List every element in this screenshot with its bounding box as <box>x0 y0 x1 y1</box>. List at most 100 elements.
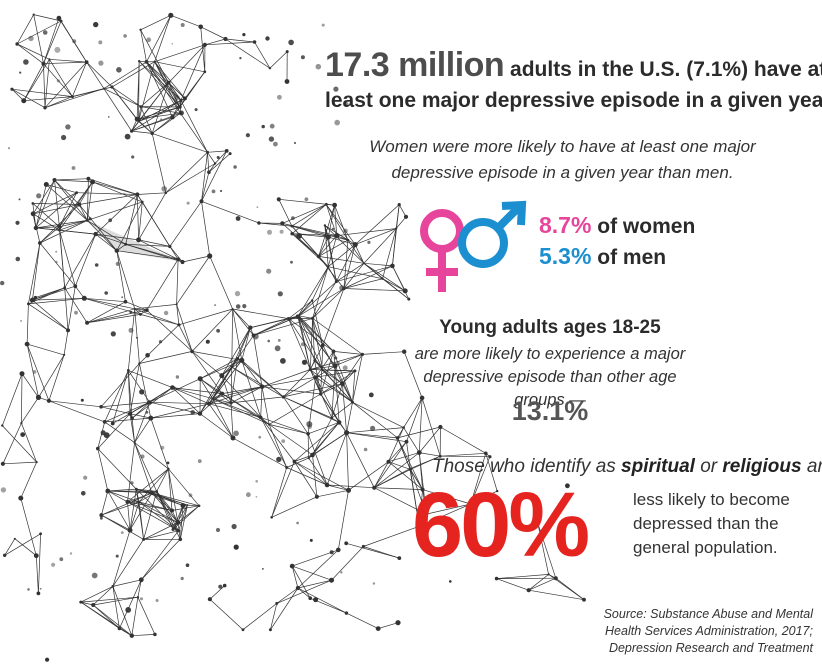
node-dot <box>117 626 122 631</box>
particle-dot <box>115 554 119 558</box>
node-dot <box>79 600 83 604</box>
particle-dot <box>65 124 71 130</box>
wire-line <box>104 421 135 443</box>
wire-line <box>87 220 126 245</box>
wire-line <box>28 303 69 331</box>
particle-dot <box>140 454 145 459</box>
spiritual-word: spiritual <box>621 456 695 477</box>
wire-line <box>253 315 299 336</box>
node-dot <box>199 199 204 204</box>
node-dot <box>29 297 35 303</box>
wire-line <box>326 204 349 241</box>
particle-dot <box>93 21 99 28</box>
wire-line <box>388 461 423 490</box>
wire-line <box>271 461 295 518</box>
headline: 17.3 million adults in the U.S. (7.1%) h… <box>325 48 822 116</box>
wire-line <box>282 204 327 224</box>
node-dot <box>308 596 313 600</box>
wire-line <box>14 538 37 556</box>
wire-line <box>178 324 193 352</box>
wire-line <box>28 242 41 304</box>
node-dot <box>334 280 338 284</box>
wire-line <box>74 233 96 287</box>
wire-line <box>80 601 94 606</box>
wire-line <box>314 360 324 371</box>
wire-line <box>127 501 179 532</box>
particle-dot <box>15 256 21 262</box>
node-dot <box>155 490 158 493</box>
wire-line <box>151 492 200 507</box>
wire-line <box>326 432 347 486</box>
wire-line <box>131 387 173 419</box>
wire-line <box>168 468 173 511</box>
wire-line <box>48 400 105 423</box>
wire-line <box>95 194 138 235</box>
node-dot <box>170 115 175 120</box>
node-dot <box>417 524 422 529</box>
wire-line <box>298 300 313 317</box>
wire-line <box>207 152 210 173</box>
wire-line <box>373 461 389 488</box>
wire-line <box>182 255 210 263</box>
node-dot <box>332 363 338 369</box>
wire-line <box>327 484 349 491</box>
wire-line <box>418 489 423 527</box>
node-dot <box>402 426 405 429</box>
particle-dot <box>313 597 319 603</box>
wire-line <box>312 318 315 361</box>
node-dot <box>407 297 411 301</box>
particle-dot <box>211 189 216 194</box>
wire-line <box>324 225 337 282</box>
wire-line <box>440 426 486 454</box>
node-dot <box>228 152 232 156</box>
wire-line <box>104 401 150 423</box>
wire-line <box>92 181 143 203</box>
node-dot <box>197 504 201 508</box>
wire-line <box>46 184 88 221</box>
wire-line <box>352 402 398 439</box>
node-dot <box>416 450 422 455</box>
wire-line <box>33 204 80 215</box>
wire-line <box>84 297 126 303</box>
node-dot <box>275 601 279 605</box>
wire-line <box>125 301 147 311</box>
node-dot <box>248 325 253 330</box>
wire-line <box>419 452 441 457</box>
wire-line <box>104 417 151 423</box>
node-dot <box>386 459 391 464</box>
wire-line <box>21 373 23 424</box>
node-dot <box>319 392 323 396</box>
wire-line <box>322 345 343 384</box>
wire-line <box>54 179 60 227</box>
node-dot <box>39 532 42 536</box>
particle-dot <box>69 552 73 555</box>
node-dot <box>33 553 39 559</box>
wire-line <box>176 304 193 352</box>
wire-line <box>39 220 88 244</box>
particle-dot <box>180 23 185 27</box>
node-dot <box>63 353 66 356</box>
gender-note-line2: depressive episode in a given year than … <box>391 163 734 182</box>
particle-dot <box>205 339 210 344</box>
wire-line <box>322 288 345 346</box>
women-label: of women <box>591 215 696 238</box>
wire-line <box>35 192 77 229</box>
wire-line <box>403 427 420 453</box>
node-dot <box>276 197 281 202</box>
node-dot <box>75 191 78 195</box>
node-dot <box>252 40 257 44</box>
particle-dot <box>216 328 221 333</box>
particle-dot <box>277 94 282 100</box>
wire-line <box>418 513 427 527</box>
wire-line <box>297 549 339 589</box>
women-stat: 8.7% of women <box>539 212 695 239</box>
wire-line <box>87 308 135 324</box>
node-dot <box>419 395 425 401</box>
wire-line <box>112 586 120 629</box>
particle-dot <box>128 327 134 333</box>
wire-line <box>374 487 427 515</box>
wireframe-lines <box>1 14 585 637</box>
wire-line <box>286 467 328 486</box>
wire-line <box>307 433 328 486</box>
men-pct: 5.3% <box>539 243 592 269</box>
